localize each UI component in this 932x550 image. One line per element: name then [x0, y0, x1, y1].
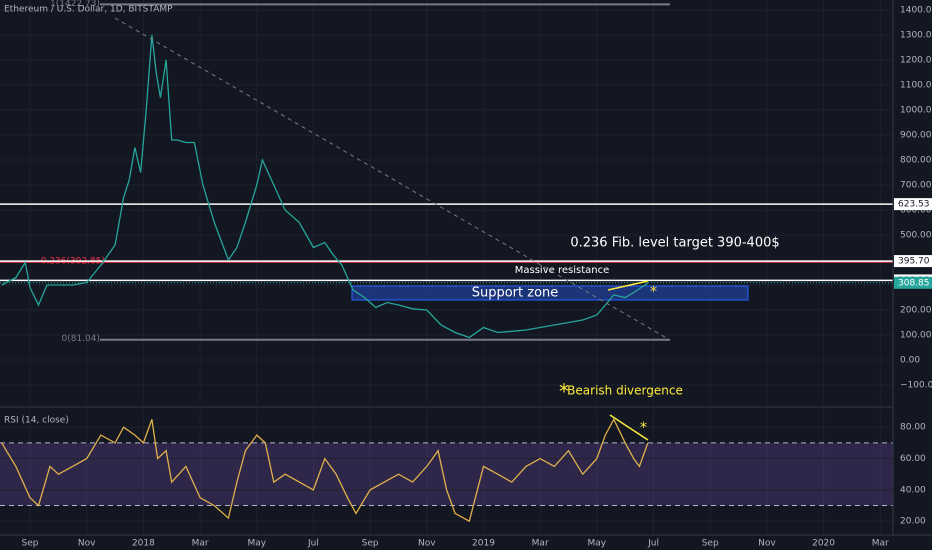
asterisk: * [559, 380, 569, 404]
level-label: 395.70 [898, 257, 930, 267]
x-tick-label: Mar [192, 539, 209, 549]
y-tick-label: 20.00 [900, 517, 926, 527]
level-tag [894, 198, 932, 211]
y-tick-label: 1400.00 [900, 6, 932, 16]
x-tick-label: Mar [532, 539, 549, 549]
series-line [1, 34, 649, 339]
y-tick-label: 100.00 [900, 331, 932, 341]
divergence-line [607, 280, 649, 291]
y-tick-label: 1000.00 [900, 106, 932, 116]
price-label: 308.85 [898, 278, 930, 288]
annotation: Massive resistance [515, 265, 609, 276]
x-tick-label: Sep [362, 539, 379, 549]
x-tick-label: 2020 [812, 539, 835, 549]
x-tick-label: 2018 [132, 539, 155, 549]
price-tag [894, 276, 932, 289]
x-tick-label: Jul [647, 539, 659, 549]
y-tick-label: 1300.00 [900, 31, 932, 41]
x-tick-label: Nov [758, 539, 776, 549]
y-tick-label: 40.00 [900, 485, 926, 495]
y-tick-label: 600.00 [900, 206, 932, 216]
x-tick-label: Nov [78, 539, 96, 549]
x-tick-label: Mar [872, 539, 889, 549]
x-tick-label: Sep [22, 539, 39, 549]
y-tick-label: 60.00 [900, 454, 926, 464]
rsi-title: RSI (14, close) [4, 416, 69, 426]
y-tick-label: 80.00 [900, 423, 926, 433]
y-tick-label: 700.00 [900, 181, 932, 191]
divergence-line [609, 414, 649, 441]
x-tick-label: Jul [307, 539, 319, 549]
y-tick-label: 800.00 [900, 156, 932, 166]
fib-label: 1(1422.73) [50, 0, 100, 9]
level-label: 623.53 [898, 200, 930, 210]
support-zone [351, 285, 749, 301]
x-tick-label: Nov [418, 539, 436, 549]
annotation: Bearish divergence [567, 384, 683, 398]
y-tick-label: 200.00 [900, 306, 932, 316]
x-tick-label: May [247, 539, 266, 549]
x-tick-label: 2019 [472, 539, 495, 549]
level-tag [894, 255, 932, 268]
y-tick-label: 900.00 [900, 131, 932, 141]
fib-label: 0(81.04) [61, 334, 100, 344]
asterisk: * [640, 420, 647, 436]
trend-line [114, 17, 671, 341]
rsi-band [0, 442, 893, 506]
y-tick-label: 500.00 [900, 231, 932, 241]
y-tick-label: 1200.00 [900, 56, 932, 66]
series-line [1, 417, 649, 523]
x-tick-label: May [588, 539, 607, 549]
y-tick-label: −100.00 [900, 381, 932, 391]
x-tick-label: Sep [702, 539, 719, 549]
y-tick-label: 0.00 [900, 356, 920, 366]
asterisk: * [650, 284, 657, 300]
zone-label: Support zone [472, 286, 559, 301]
chart-title: Ethereum / U.S. Dollar, 1D, BITSTAMP [4, 5, 173, 15]
y-tick-label: 1100.00 [900, 81, 932, 91]
annotation: 0.236 Fib. level target 390-400$ [570, 236, 779, 251]
